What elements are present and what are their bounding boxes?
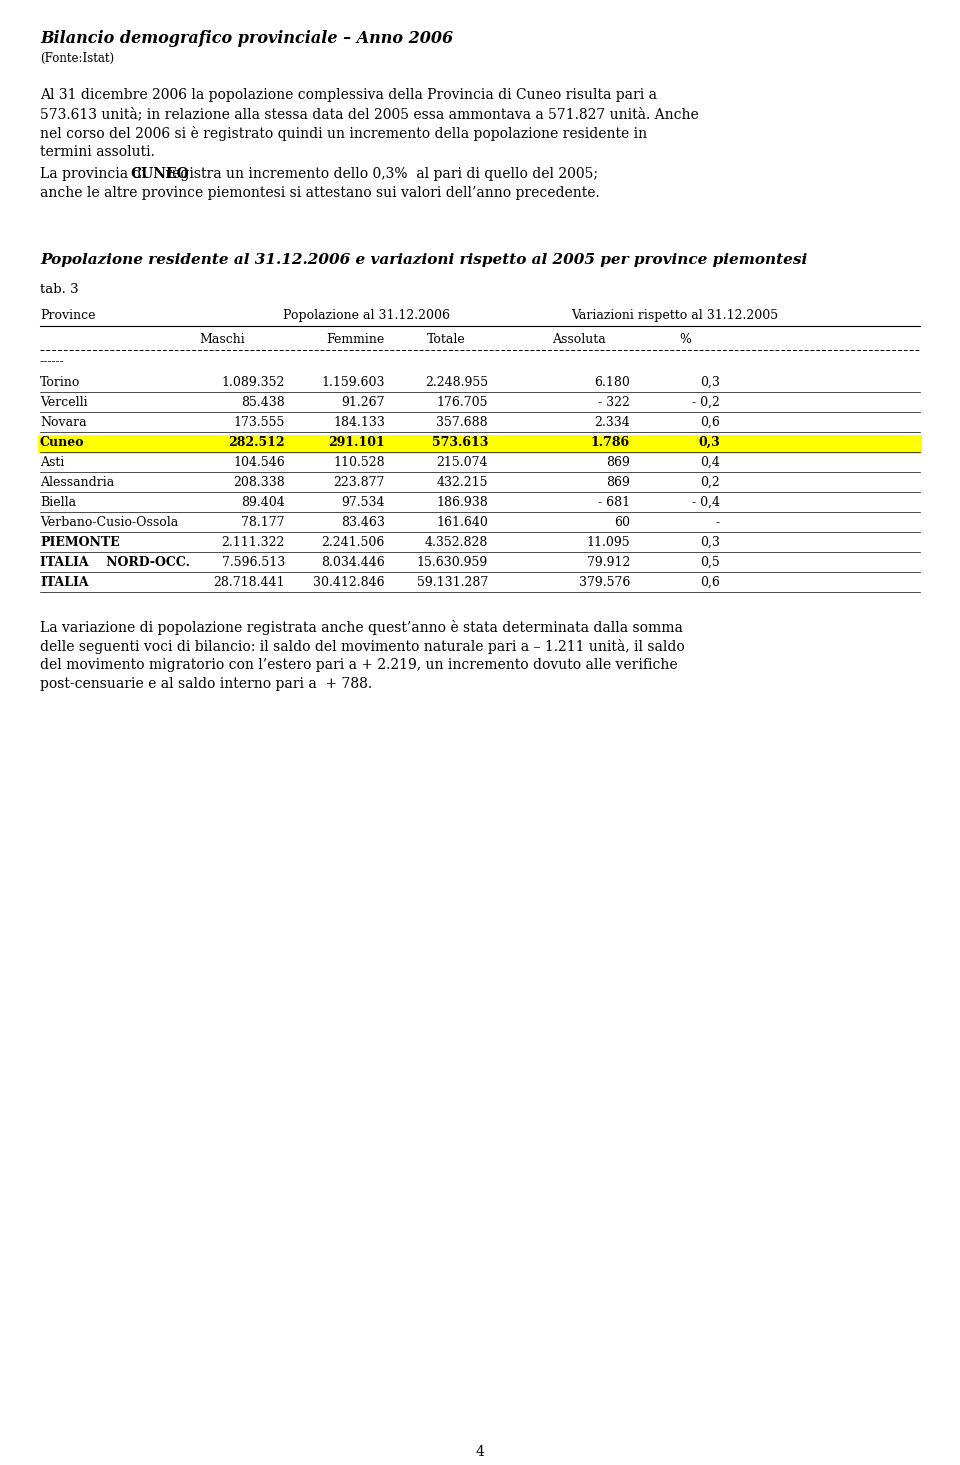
Text: 104.546: 104.546 xyxy=(233,456,285,469)
Text: 4.352.828: 4.352.828 xyxy=(424,536,488,549)
Text: 432.215: 432.215 xyxy=(437,476,488,489)
Text: 89.404: 89.404 xyxy=(241,497,285,508)
Text: 0,5: 0,5 xyxy=(700,557,720,568)
Text: -: - xyxy=(716,516,720,529)
Text: - 322: - 322 xyxy=(598,396,630,409)
Text: Assoluta: Assoluta xyxy=(552,333,606,346)
Text: ITALIA    NORD-OCC.: ITALIA NORD-OCC. xyxy=(40,557,190,568)
Text: 8.034.446: 8.034.446 xyxy=(322,557,385,568)
Text: 357.688: 357.688 xyxy=(437,416,488,429)
Text: Popolazione residente al 31.12.2006 e variazioni rispetto al 2005 per province p: Popolazione residente al 31.12.2006 e va… xyxy=(40,253,807,267)
Text: Vercelli: Vercelli xyxy=(40,396,87,409)
Text: 6.180: 6.180 xyxy=(594,377,630,390)
Text: 573.613: 573.613 xyxy=(432,437,488,448)
Text: 0,4: 0,4 xyxy=(700,456,720,469)
Text: 11.095: 11.095 xyxy=(587,536,630,549)
Text: 97.534: 97.534 xyxy=(342,497,385,508)
Text: 379.576: 379.576 xyxy=(579,576,630,589)
Text: 2.111.322: 2.111.322 xyxy=(222,536,285,549)
Text: 186.938: 186.938 xyxy=(436,497,488,508)
Text: post-censuarie e al saldo interno pari a  + 788.: post-censuarie e al saldo interno pari a… xyxy=(40,677,372,691)
Text: 0,6: 0,6 xyxy=(700,576,720,589)
Text: - 681: - 681 xyxy=(598,497,630,508)
Text: CUNEO: CUNEO xyxy=(130,167,189,182)
Text: 1.089.352: 1.089.352 xyxy=(222,377,285,390)
Text: 184.133: 184.133 xyxy=(333,416,385,429)
Text: La provincia di: La provincia di xyxy=(40,167,151,182)
Text: 0,3: 0,3 xyxy=(698,437,720,448)
Text: 59.131.287: 59.131.287 xyxy=(417,576,488,589)
Text: 1.786: 1.786 xyxy=(590,437,630,448)
Text: termini assoluti.: termini assoluti. xyxy=(40,145,155,160)
Text: 60: 60 xyxy=(614,516,630,529)
Text: 282.512: 282.512 xyxy=(228,437,285,448)
Text: ITALIA: ITALIA xyxy=(40,576,88,589)
Text: Femmine: Femmine xyxy=(325,333,384,346)
Text: Cuneo: Cuneo xyxy=(40,437,84,448)
Text: 28.718.441: 28.718.441 xyxy=(213,576,285,589)
Text: registra un incremento dello 0,3%  al pari di quello del 2005;: registra un incremento dello 0,3% al par… xyxy=(161,167,598,182)
Text: 2.248.955: 2.248.955 xyxy=(425,377,488,390)
Text: 1.159.603: 1.159.603 xyxy=(322,377,385,390)
Text: Verbano-Cusio-Ossola: Verbano-Cusio-Ossola xyxy=(40,516,179,529)
Text: Al 31 dicembre 2006 la popolazione complessiva della Provincia di Cuneo risulta : Al 31 dicembre 2006 la popolazione compl… xyxy=(40,88,657,103)
Text: 173.555: 173.555 xyxy=(233,416,285,429)
Text: 2.241.506: 2.241.506 xyxy=(322,536,385,549)
Text: 869: 869 xyxy=(606,456,630,469)
Text: %: % xyxy=(679,333,691,346)
Text: Variazioni rispetto al 31.12.2005: Variazioni rispetto al 31.12.2005 xyxy=(571,309,779,322)
Text: 0,3: 0,3 xyxy=(700,536,720,549)
Text: 0,2: 0,2 xyxy=(700,476,720,489)
Text: 223.877: 223.877 xyxy=(334,476,385,489)
Text: 573.613 unità; in relazione alla stessa data del 2005 essa ammontava a 571.827 u: 573.613 unità; in relazione alla stessa … xyxy=(40,107,699,122)
Text: 7.596.513: 7.596.513 xyxy=(222,557,285,568)
Text: Alessandria: Alessandria xyxy=(40,476,114,489)
Text: (Fonte:Istat): (Fonte:Istat) xyxy=(40,51,114,64)
Text: 0,6: 0,6 xyxy=(700,416,720,429)
Text: PIEMONTE: PIEMONTE xyxy=(40,536,120,549)
Text: 91.267: 91.267 xyxy=(342,396,385,409)
Text: Bilancio demografico provinciale – Anno 2006: Bilancio demografico provinciale – Anno … xyxy=(40,29,453,47)
Text: Province: Province xyxy=(40,309,95,322)
Text: 4: 4 xyxy=(475,1444,485,1459)
Text: Novara: Novara xyxy=(40,416,86,429)
Text: 78.177: 78.177 xyxy=(242,516,285,529)
Text: 110.528: 110.528 xyxy=(333,456,385,469)
Text: nel corso del 2006 si è registrato quindi un incremento della popolazione reside: nel corso del 2006 si è registrato quind… xyxy=(40,126,647,141)
Text: Torino: Torino xyxy=(40,377,81,390)
Text: 161.640: 161.640 xyxy=(436,516,488,529)
Text: 83.463: 83.463 xyxy=(341,516,385,529)
Text: 15.630.959: 15.630.959 xyxy=(417,557,488,568)
Text: tab. 3: tab. 3 xyxy=(40,283,79,296)
Text: Asti: Asti xyxy=(40,456,64,469)
Text: ------: ------ xyxy=(40,355,64,368)
Text: Popolazione al 31.12.2006: Popolazione al 31.12.2006 xyxy=(283,309,450,322)
Text: 291.101: 291.101 xyxy=(328,437,385,448)
Text: Biella: Biella xyxy=(40,497,76,508)
Text: Maschi: Maschi xyxy=(200,333,246,346)
Text: 85.438: 85.438 xyxy=(241,396,285,409)
Text: 0,3: 0,3 xyxy=(700,377,720,390)
Text: 215.074: 215.074 xyxy=(437,456,488,469)
Text: 79.912: 79.912 xyxy=(587,557,630,568)
Text: 176.705: 176.705 xyxy=(437,396,488,409)
Text: 869: 869 xyxy=(606,476,630,489)
Text: 30.412.846: 30.412.846 xyxy=(313,576,385,589)
Text: anche le altre province piemontesi si attestano sui valori dell’anno precedente.: anche le altre province piemontesi si at… xyxy=(40,186,600,201)
Text: Totale: Totale xyxy=(427,333,466,346)
Text: - 0,4: - 0,4 xyxy=(692,497,720,508)
Text: La variazione di popolazione registrata anche quest’anno è stata determinata dal: La variazione di popolazione registrata … xyxy=(40,620,683,634)
Text: 2.334: 2.334 xyxy=(594,416,630,429)
Bar xyxy=(38,435,922,454)
Text: delle seguenti voci di bilancio: il saldo del movimento naturale pari a – 1.211 : delle seguenti voci di bilancio: il sald… xyxy=(40,639,684,653)
Text: del movimento migratorio con l’estero pari a + 2.219, un incremento dovuto alle : del movimento migratorio con l’estero pa… xyxy=(40,658,678,672)
Text: - 0,2: - 0,2 xyxy=(692,396,720,409)
Text: 208.338: 208.338 xyxy=(233,476,285,489)
